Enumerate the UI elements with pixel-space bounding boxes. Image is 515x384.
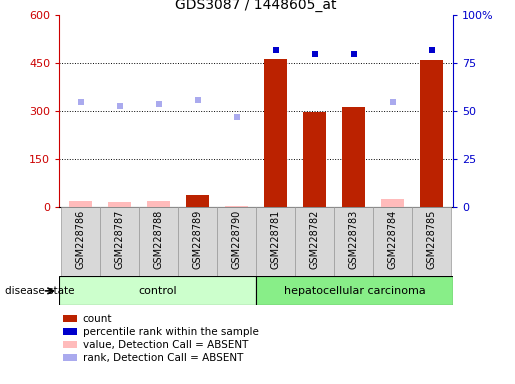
Text: control: control (139, 286, 177, 296)
Text: count: count (83, 314, 112, 324)
Bar (59, 276, 256, 305)
Bar (342, 107, 366, 207)
Text: GSM228790: GSM228790 (232, 209, 242, 269)
Bar (139, 207, 178, 276)
Bar (256, 207, 295, 276)
Text: GSM228782: GSM228782 (310, 209, 320, 269)
Text: disease state: disease state (5, 286, 75, 296)
Text: GSM228787: GSM228787 (115, 209, 125, 269)
Bar (295, 207, 334, 276)
Text: GSM228785: GSM228785 (427, 209, 437, 269)
Text: GSM228789: GSM228789 (193, 209, 203, 269)
Bar (217, 207, 256, 276)
Bar (381, 199, 404, 207)
Text: GSM228784: GSM228784 (388, 209, 398, 269)
Text: value, Detection Call = ABSENT: value, Detection Call = ABSENT (83, 339, 248, 349)
Bar (63, 354, 77, 361)
Text: GSM228786: GSM228786 (76, 209, 85, 269)
Bar (63, 315, 77, 322)
Text: GSM228783: GSM228783 (349, 209, 359, 269)
Bar (303, 112, 327, 207)
Bar (412, 207, 451, 276)
Text: hepatocellular carcinoma: hepatocellular carcinoma (284, 286, 425, 296)
Text: percentile rank within the sample: percentile rank within the sample (83, 327, 259, 337)
Bar (100, 207, 139, 276)
Bar (108, 202, 131, 207)
Bar (420, 60, 443, 207)
Bar (334, 207, 373, 276)
Bar (186, 195, 210, 207)
Bar (63, 328, 77, 335)
Text: rank, Detection Call = ABSENT: rank, Detection Call = ABSENT (83, 353, 243, 362)
Bar (256, 276, 453, 305)
Bar (178, 207, 217, 276)
Text: GSM228788: GSM228788 (153, 209, 164, 269)
Bar (61, 207, 100, 276)
Title: GDS3087 / 1448605_at: GDS3087 / 1448605_at (176, 0, 337, 12)
Text: GSM228781: GSM228781 (271, 209, 281, 269)
Bar (225, 206, 248, 207)
Bar (264, 59, 287, 207)
Bar (147, 201, 170, 207)
Bar (373, 207, 412, 276)
Bar (69, 201, 92, 207)
Bar (63, 341, 77, 348)
